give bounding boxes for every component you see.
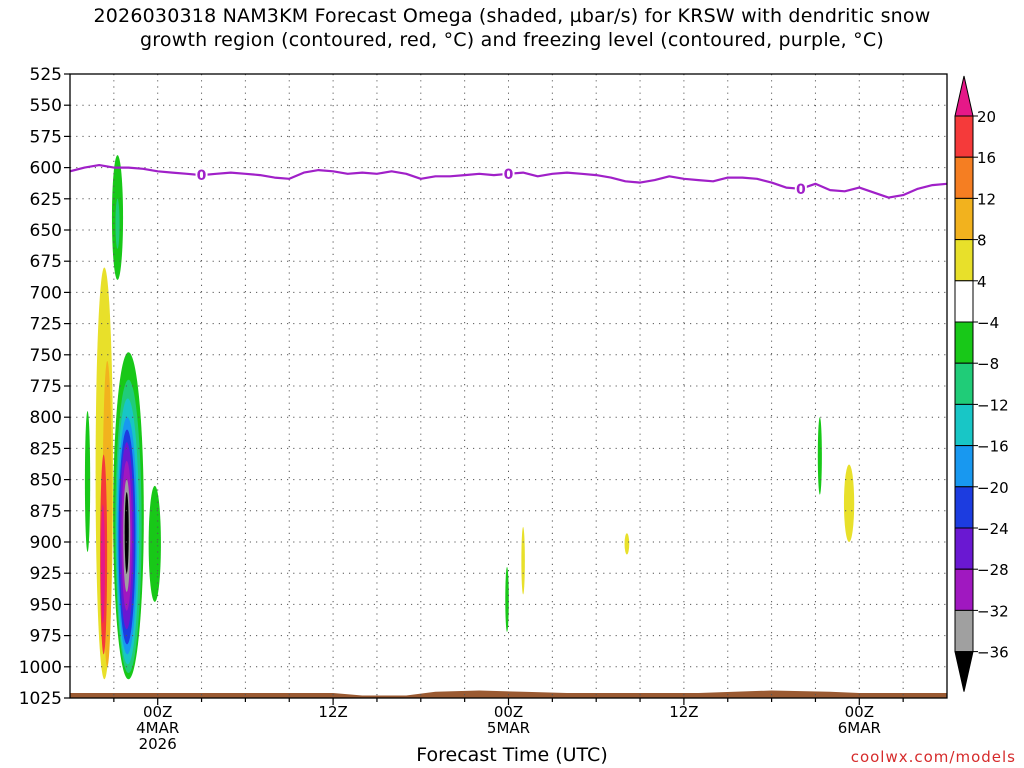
x-tick-label: 2026 — [139, 735, 177, 753]
colorbar-label: −20 — [977, 479, 1009, 497]
x-tick-label: 00Z — [143, 703, 172, 721]
title-line-2: growth region (contoured, red, °C) and f… — [140, 29, 884, 51]
y-axis: 525 550 575 600 625 650 675 700 725 750 775 800 825 8… — [19, 65, 70, 709]
y-tick-label: 1025 — [19, 689, 62, 709]
y-tick-label: 725 — [30, 315, 62, 335]
colorbar-swatch — [954, 568, 974, 611]
y-tick-label: 550 — [30, 96, 62, 116]
y-tick-label: 750 — [30, 346, 62, 366]
y-tick-label: 825 — [30, 439, 62, 459]
y-tick-label: 975 — [30, 627, 62, 647]
y-tick-label: 875 — [30, 502, 62, 522]
colorbar-swatch — [954, 403, 974, 447]
colorbar-swatch — [954, 445, 974, 488]
y-tick-label: 650 — [30, 221, 62, 241]
colorbar-swatch — [954, 156, 974, 199]
chart-title: 2026030318 NAM3KM Forecast Omega (shaded… — [0, 4, 1024, 52]
y-tick-label: 700 — [30, 283, 62, 303]
x-axis-title: Forecast Time (UTC) — [416, 744, 608, 766]
omega-shading — [84, 155, 855, 680]
colorbar-swatch — [954, 609, 974, 653]
colorbar-label: −32 — [977, 602, 1009, 620]
colorbar-label: 20 — [977, 108, 996, 126]
y-tick-label: 525 — [30, 65, 62, 85]
y-tick-label: 625 — [30, 190, 62, 210]
y-tick-label: 600 — [30, 159, 62, 179]
green-lower-tail — [148, 485, 161, 602]
colorbar-swatch — [954, 115, 974, 158]
x-tick-label: 00Z — [845, 703, 874, 721]
colorbar-swatch — [954, 280, 974, 323]
y-tick-label: 1000 — [19, 658, 62, 678]
x-tick-label: 4MAR — [136, 719, 179, 737]
freezing-level-label: 0 — [197, 168, 207, 184]
black-core — [124, 492, 129, 574]
colorbar-swatch — [954, 321, 974, 364]
green-6mar — [817, 417, 822, 495]
colorbar-label: 12 — [977, 190, 996, 208]
green-band-low-left — [84, 410, 91, 552]
freezing-level-label: 0 — [504, 167, 514, 183]
title-line-1: 2026030318 NAM3KM Forecast Omega (shaded… — [93, 5, 931, 27]
freezing-level-label: 0 — [796, 182, 806, 198]
x-tick-label: 6MAR — [838, 719, 881, 737]
colorbar-label: 8 — [977, 232, 987, 250]
colorbar-label: −28 — [977, 561, 1009, 579]
x-tick-label: 5MAR — [487, 719, 530, 737]
y-tick-label: 575 — [30, 127, 62, 147]
green-5mar — [505, 566, 509, 632]
colorbar: 20 16 12 8 4 −4 −8 −12 −16 −20 −24 −28 −32 −36 — [954, 75, 1009, 692]
colorbar-swatch — [954, 486, 974, 529]
y-tick-label: 775 — [30, 377, 62, 397]
colorbar-arrow-bottom — [954, 651, 974, 692]
x-tick-label: 12Z — [318, 703, 347, 721]
colorbar-label: 16 — [977, 149, 996, 167]
colorbar-label: −4 — [977, 314, 999, 332]
yellow-5mar-a — [521, 527, 525, 595]
freezing-level-layer: 0 0 0 — [70, 164, 947, 199]
yellow-6mar — [843, 464, 855, 542]
colorbar-label: −8 — [977, 355, 999, 373]
y-tick-label: 950 — [30, 595, 62, 615]
freezing-label-bg — [502, 165, 515, 182]
colorbar-swatch — [954, 239, 974, 282]
colorbar-label: −16 — [977, 438, 1009, 456]
freezing-label-bg — [195, 167, 208, 184]
colorbar-label: 4 — [977, 273, 987, 291]
y-tick-label: 675 — [30, 252, 62, 272]
colorbar-label: −24 — [977, 520, 1009, 538]
credit-link[interactable]: coolwx.com/models — [850, 748, 1016, 766]
colorbar-label: −12 — [977, 396, 1009, 414]
y-tick-label: 925 — [30, 564, 62, 584]
green-upper-core — [115, 198, 120, 249]
colorbar-arrow-top — [954, 75, 974, 117]
freezing-label-bg — [794, 180, 807, 197]
x-tick-label: 12Z — [669, 703, 698, 721]
y-tick-label: 800 — [30, 408, 62, 428]
colorbar-swatch — [954, 362, 974, 405]
colorbar-label: −36 — [977, 644, 1009, 662]
colorbar-swatch — [954, 197, 974, 241]
colorbar-swatch — [954, 527, 974, 570]
yellow-5mar-b — [624, 533, 630, 555]
y-tick-label: 900 — [30, 533, 62, 553]
x-tick-label: 00Z — [494, 703, 523, 721]
magenta-column — [100, 504, 105, 624]
y-tick-label: 850 — [30, 471, 62, 491]
